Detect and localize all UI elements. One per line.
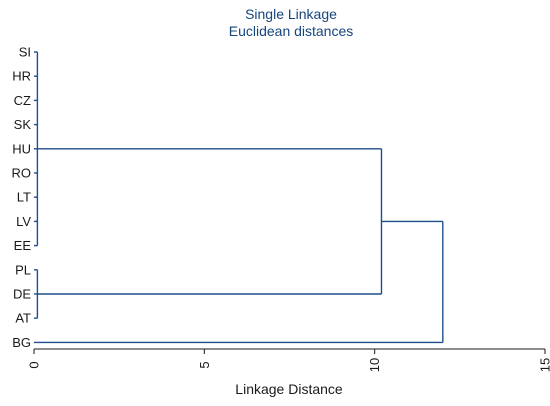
leaf-label-lt: LT <box>17 190 31 205</box>
leaf-label-ro: RO <box>12 166 32 181</box>
leaf-label-lv: LV <box>16 214 31 229</box>
leaf-label-sk: SK <box>14 117 32 132</box>
chart-title-line1: Single Linkage <box>245 6 337 22</box>
x-tick-label-10: 10 <box>367 358 382 372</box>
leaf-label-si: SI <box>19 45 31 60</box>
x-tick-label-15: 15 <box>538 358 550 372</box>
leaf-label-bg: BG <box>12 335 31 350</box>
chart-title-line2: Euclidean distances <box>229 23 354 39</box>
leaf-label-hr: HR <box>12 69 31 84</box>
leaf-label-de: DE <box>13 287 31 302</box>
leaf-label-hu: HU <box>12 141 31 156</box>
leaf-label-cz: CZ <box>14 93 31 108</box>
x-tick-label-5: 5 <box>197 361 212 368</box>
leaf-label-at: AT <box>15 311 31 326</box>
x-axis-ticks: 0 5 10 15 <box>27 349 550 372</box>
leaf-labels: SI HR CZ SK HU RO LT LV EE PL DE AT BG <box>12 45 32 350</box>
dendrogram-links <box>34 52 443 342</box>
x-tick-label-0: 0 <box>27 361 42 368</box>
leaf-label-ee: EE <box>14 238 32 253</box>
x-axis-title: Linkage Distance <box>235 381 343 397</box>
leaf-label-pl: PL <box>15 262 31 277</box>
